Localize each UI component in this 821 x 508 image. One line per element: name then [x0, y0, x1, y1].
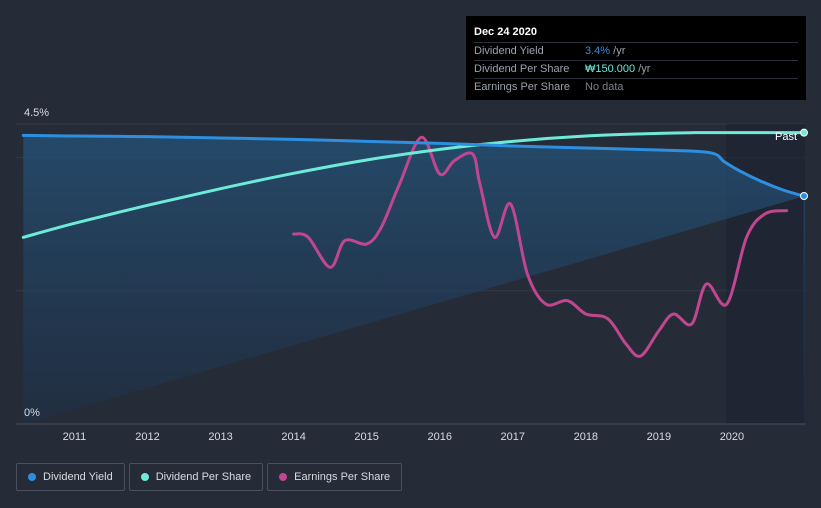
legend-item-dividend-yield[interactable]: Dividend Yield [16, 463, 125, 491]
tooltip-label: Earnings Per Share [474, 81, 570, 93]
x-tick-label: 2015 [354, 431, 378, 443]
tooltip-value: No data [585, 79, 624, 96]
tooltip-row-earnings-per-share: Earnings Per Share No data [474, 78, 798, 96]
y-tick-label: 4.5% [24, 107, 49, 119]
tooltip-value-number: 3.4% [585, 45, 611, 57]
legend-label: Earnings Per Share [294, 471, 391, 483]
earnings-per-share-line [292, 135, 789, 358]
x-tick-label: 2020 [720, 431, 744, 443]
legend-label: Dividend Yield [43, 471, 113, 483]
x-tick-label: 2012 [135, 431, 159, 443]
legend-dot-icon [140, 473, 149, 481]
x-tick-label: 2016 [427, 431, 451, 443]
tooltip-value: ₩150.000 /yr [585, 61, 650, 78]
legend-item-earnings-per-share[interactable]: Earnings Per Share [267, 463, 403, 491]
series-end-marker [800, 128, 808, 137]
dividend-yield-line [21, 133, 806, 198]
x-tick-label: 2014 [281, 431, 305, 443]
tooltip-value-unit: /yr [635, 63, 651, 75]
tooltip: Dec 24 2020 Dividend Yield 3.4% /yr Divi… [466, 16, 806, 100]
tooltip-row-dividend-yield: Dividend Yield 3.4% /yr [474, 42, 798, 60]
series-end-marker [800, 192, 808, 200]
tooltip-label: Dividend Yield [474, 45, 544, 57]
tooltip-row-dividend-per-share: Dividend Per Share ₩150.000 /yr [474, 60, 798, 78]
x-tick-label: 2017 [501, 431, 525, 443]
legend: Dividend Yield Dividend Per Share Earnin… [16, 463, 403, 491]
tooltip-value-unit: /yr [610, 45, 626, 57]
legend-dot-icon [279, 473, 288, 481]
dividend-yield-area [23, 135, 806, 425]
tooltip-date: Dec 24 2020 [474, 26, 537, 38]
tooltip-value-number: ₩150.000 [585, 63, 636, 75]
tooltip-value: 3.4% /yr [585, 43, 625, 60]
legend-dot-icon [28, 473, 36, 481]
x-tick-label: 2011 [63, 431, 87, 443]
y-tick-label: 0% [24, 407, 40, 419]
tooltip-value-number: No data [585, 81, 624, 93]
x-tick-label: 2019 [647, 431, 671, 443]
legend-item-dividend-per-share[interactable]: Dividend Per Share [128, 463, 264, 491]
past-label: Past [775, 131, 797, 143]
x-tick-label: 2013 [208, 431, 232, 443]
legend-label: Dividend Per Share [155, 471, 252, 483]
tooltip-label: Dividend Per Share [474, 63, 570, 75]
x-tick-label: 2018 [574, 431, 598, 443]
dividend-per-share-line [21, 131, 806, 239]
